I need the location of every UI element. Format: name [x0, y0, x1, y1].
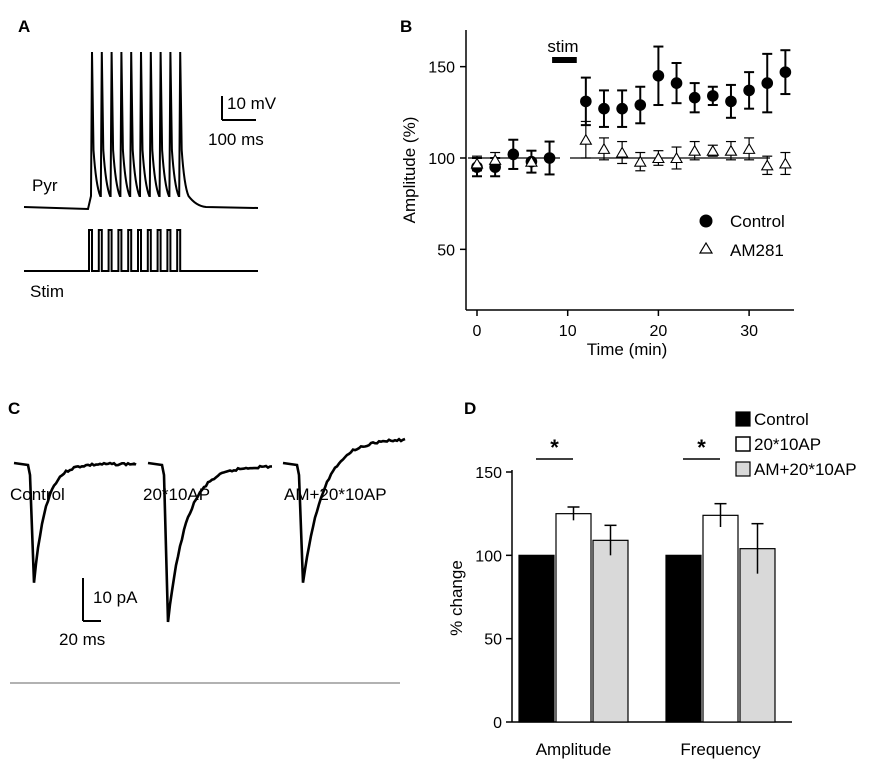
- voltage-scale-label: 10 mV: [227, 94, 277, 113]
- am281-point: [706, 144, 720, 156]
- legend-am281-label: AM281: [730, 241, 784, 260]
- am281-point: [579, 133, 593, 145]
- c-control-label: Control: [10, 485, 65, 504]
- legend-d-am-ap-label: AM+20*10AP: [754, 460, 857, 479]
- control-point: [598, 102, 610, 115]
- am281-point: [670, 151, 683, 164]
- significance-star: *: [550, 435, 559, 460]
- control-current-trace: [13, 461, 137, 583]
- legend-d-control-label: Control: [754, 410, 809, 429]
- control-point: [761, 77, 774, 89]
- panel-c-label: C: [8, 399, 20, 418]
- panel-d-label: D: [464, 399, 476, 418]
- b-x-tick-label: 20: [650, 323, 668, 340]
- control-point: [779, 66, 792, 78]
- pyr-label: Pyr: [32, 176, 58, 195]
- panel-c: C Control 20*10AP AM+20*10AP 10 pA 20 ms: [8, 399, 406, 684]
- b-legend: Control AM281: [698, 212, 785, 260]
- d-y-tick-label: 50: [484, 632, 502, 649]
- am281-point: [633, 155, 647, 167]
- control-point: [670, 77, 683, 89]
- control-point: [707, 90, 719, 102]
- bar-frequency-0: [665, 554, 702, 723]
- panel-a: A Pyr Stim 10 mV 100 ms: [18, 17, 277, 301]
- legend-d-ap-swatch: [735, 436, 751, 452]
- legend-control-label: Control: [730, 212, 785, 231]
- b-x-tick-label: 30: [740, 323, 758, 340]
- legend-d-ap-label: 20*10AP: [754, 435, 821, 454]
- b-y-tick-label: 100: [428, 151, 455, 168]
- am281-point: [470, 157, 484, 169]
- control-point: [688, 91, 701, 104]
- legend-d-am-ap-swatch: [735, 461, 751, 477]
- control-point: [543, 152, 556, 164]
- stim-trace: [24, 229, 258, 272]
- control-point: [616, 102, 628, 115]
- d-y-axis-label: % change: [447, 560, 466, 636]
- d-category-label: Frequency: [680, 740, 761, 759]
- panel-b: B Amplitude (%) Time (min) stim 0 10 20 30 5…: [400, 17, 794, 359]
- time-scale-label: 100 ms: [208, 130, 264, 149]
- d-y-tick-label: 150: [475, 465, 502, 482]
- b-x-axis-label: Time (min): [587, 340, 668, 359]
- ap-current-trace: [147, 461, 273, 623]
- b-stim-group: [552, 57, 577, 63]
- am281-point: [615, 146, 629, 158]
- am281-point: [724, 144, 738, 156]
- control-point: [580, 95, 592, 108]
- am-ap-current-trace: [282, 437, 406, 583]
- bar-frequency-2: [739, 548, 776, 723]
- am281-point: [597, 142, 611, 154]
- b-x-tick-label: 0: [473, 323, 482, 340]
- b-y-axis-label: Amplitude (%): [400, 117, 419, 224]
- d-bars: Amplitude * Frequency *: [518, 435, 776, 759]
- bar-amplitude-1: [555, 513, 592, 723]
- current-scale-label: 10 pA: [93, 588, 138, 607]
- legend-d-control-swatch: [735, 411, 751, 427]
- b-y-tick-label: 50: [437, 242, 455, 259]
- am281-point: [651, 151, 665, 164]
- c-ap-label: 20*10AP: [143, 485, 210, 504]
- am281-point: [778, 157, 792, 169]
- legend-am281-marker: [698, 241, 714, 254]
- am281-point: [488, 153, 502, 165]
- control-point: [652, 69, 665, 82]
- control-point: [725, 95, 737, 108]
- am281-point: [742, 142, 756, 154]
- bar-amplitude-0: [518, 554, 555, 723]
- c-am-ap-label: AM+20*10AP: [284, 485, 387, 504]
- pyr-trace: [23, 51, 259, 211]
- panel-d: D % change 0 50 100 150 Amplitude * Frequency…: [447, 399, 857, 759]
- b-points: [470, 45, 792, 178]
- am281-point: [688, 144, 702, 156]
- legend-control-marker: [699, 214, 713, 228]
- bar-frequency-1: [702, 514, 739, 723]
- stim-label: Stim: [30, 282, 64, 301]
- am281-point: [760, 159, 774, 171]
- b-y-tick-label: 150: [428, 60, 455, 77]
- d-y-tick-label: 100: [475, 548, 502, 565]
- d-category-label: Amplitude: [536, 740, 612, 759]
- d-ticks: 0 50 100 150: [475, 465, 512, 732]
- bar-amplitude-2: [592, 539, 629, 723]
- am281-point: [524, 155, 538, 167]
- stim-bar: [552, 57, 577, 63]
- panel-b-label: B: [400, 17, 412, 36]
- control-point: [634, 99, 647, 111]
- b-x-tick-label: 10: [559, 323, 577, 340]
- c-time-scale-label: 20 ms: [59, 630, 105, 649]
- control-point: [507, 148, 520, 161]
- d-y-tick-label: 0: [493, 715, 502, 732]
- b-ticks: 0 10 20 30 50 100 150: [428, 60, 758, 340]
- control-point: [743, 84, 755, 97]
- stim-annotation: stim: [547, 37, 578, 56]
- d-legend: Control 20*10AP AM+20*10AP: [735, 410, 857, 479]
- significance-star: *: [697, 435, 706, 460]
- panel-a-label: A: [18, 17, 30, 36]
